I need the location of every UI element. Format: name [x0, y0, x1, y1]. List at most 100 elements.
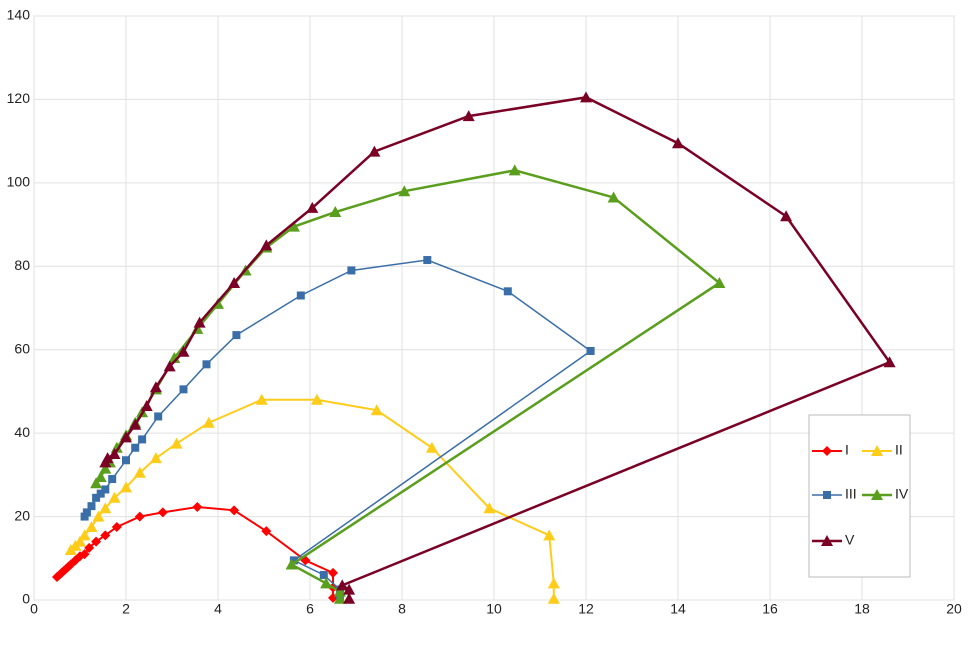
point: [87, 502, 96, 511]
x-tick-label: 14: [670, 601, 686, 617]
point: [547, 577, 560, 589]
series-line: [83, 259, 592, 598]
x-tick-label: 6: [306, 601, 314, 617]
x-tick-label: 20: [946, 601, 962, 617]
point: [99, 462, 112, 474]
point: [310, 393, 323, 405]
point: [111, 522, 122, 532]
point: [202, 416, 215, 428]
point: [80, 512, 89, 521]
point: [883, 356, 896, 368]
point: [131, 443, 140, 452]
point: [140, 400, 153, 412]
point: [296, 291, 305, 300]
legend-label: V: [845, 532, 855, 548]
point: [85, 521, 98, 532]
y-tick-label: 120: [7, 90, 31, 106]
point: [84, 542, 95, 553]
x-tick-label: 2: [122, 601, 130, 617]
point: [425, 441, 438, 453]
legend-label: IV: [895, 486, 909, 502]
x-tick-label: 0: [30, 601, 38, 617]
point: [94, 470, 107, 482]
point: [483, 502, 496, 514]
point: [202, 360, 211, 369]
point: [547, 592, 560, 604]
point: [192, 501, 203, 512]
point: [343, 592, 356, 604]
point: [287, 220, 300, 232]
x-tick-label: 10: [486, 601, 502, 617]
y-tick-label: 20: [14, 507, 30, 523]
point: [96, 489, 105, 498]
point: [90, 477, 103, 489]
point: [134, 511, 145, 522]
point: [157, 507, 168, 518]
point: [232, 331, 241, 340]
series-line: [95, 169, 722, 599]
point: [580, 91, 592, 103]
point: [228, 276, 241, 288]
y-tick-label: 0: [22, 591, 30, 607]
y-tick-label: 80: [14, 257, 30, 273]
point: [120, 431, 132, 443]
y-tick-label: 100: [7, 174, 31, 190]
legend-marker: [823, 491, 831, 499]
legend-marker: [871, 445, 883, 456]
point: [120, 481, 132, 493]
point: [255, 393, 268, 405]
point: [133, 466, 146, 478]
legend-marker: [821, 535, 833, 546]
x-tick-label: 18: [854, 601, 870, 617]
point: [607, 191, 620, 203]
legend-marker: [822, 446, 832, 456]
point: [154, 412, 163, 421]
point: [336, 579, 349, 591]
y-tick-label: 60: [14, 340, 30, 356]
point: [261, 526, 272, 537]
point: [108, 475, 117, 484]
point: [319, 570, 328, 579]
legend-label: II: [895, 442, 903, 458]
point: [285, 558, 298, 570]
point: [586, 346, 595, 355]
legend-label: III: [845, 486, 857, 502]
point: [508, 164, 521, 176]
point: [289, 556, 298, 565]
point: [368, 145, 381, 157]
point: [398, 185, 411, 197]
legend-label: I: [845, 442, 849, 458]
point: [82, 508, 91, 517]
point: [260, 239, 273, 251]
point: [138, 435, 147, 444]
point: [320, 577, 333, 589]
point: [503, 287, 512, 296]
point: [177, 345, 190, 357]
point: [333, 585, 346, 597]
point: [672, 137, 684, 149]
point: [92, 510, 105, 522]
point: [163, 360, 176, 372]
point: [333, 592, 346, 604]
point: [543, 529, 556, 541]
point: [100, 530, 111, 541]
point: [462, 110, 475, 122]
point: [91, 536, 102, 547]
point: [170, 437, 183, 449]
point: [108, 491, 121, 503]
point: [74, 535, 86, 547]
point: [78, 529, 91, 541]
point: [92, 493, 101, 502]
point: [347, 266, 356, 275]
point: [329, 206, 342, 218]
point: [780, 210, 793, 222]
point: [149, 452, 162, 464]
point: [229, 505, 240, 516]
point: [179, 385, 188, 394]
x-tick-label: 4: [214, 601, 222, 617]
y-tick-label: 140: [7, 7, 31, 23]
x-tick-label: 16: [762, 601, 778, 617]
point: [343, 583, 356, 595]
point: [328, 567, 338, 578]
